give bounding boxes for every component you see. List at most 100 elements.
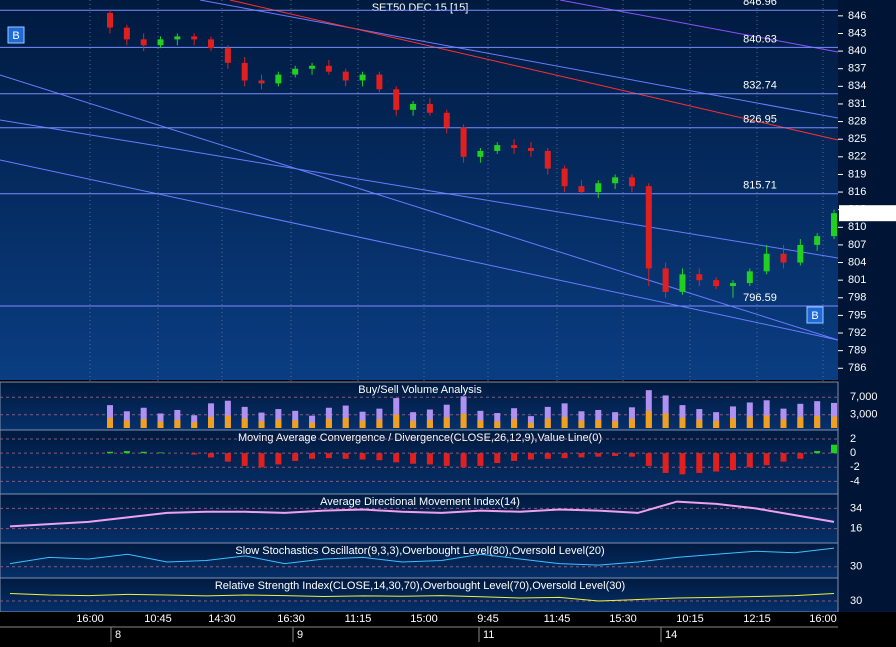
x-tick-label: 10:15 (676, 613, 704, 625)
volume-bar (410, 412, 417, 428)
level-label: 796.59 (743, 292, 777, 304)
macd-bar (123, 451, 130, 454)
x-tick-label: 11:45 (544, 613, 571, 625)
chart-title: SET50 DEC 15 [15] (372, 2, 469, 14)
stoch-line (9, 547, 835, 566)
macd-bar (527, 453, 534, 460)
macd-bar (595, 453, 602, 457)
volume-bar (527, 416, 534, 428)
volume-bar-sell (460, 413, 467, 428)
volume-bar-sell (309, 422, 316, 428)
candle-body (191, 36, 198, 40)
candle-body (376, 74, 383, 90)
volume-bar (208, 403, 215, 428)
volume-bar-sell (140, 418, 147, 428)
volume-bar-sell (780, 419, 787, 428)
volume-bar-sell (191, 422, 198, 428)
volume-bar-sell (426, 419, 433, 428)
volume-bar (561, 403, 568, 428)
volume-bar (628, 407, 635, 428)
volume-bar (780, 408, 787, 428)
volume-bar-sell (595, 419, 602, 428)
volume-bar (679, 405, 686, 428)
candle-body (662, 268, 669, 292)
macd-bar (325, 453, 332, 459)
macd-tick-label: 0 (850, 447, 856, 459)
volume-bar-sell (679, 417, 686, 428)
macd-bar (612, 453, 619, 456)
volume-bar (376, 408, 383, 428)
volume-bar (662, 395, 669, 428)
volume-bar (578, 411, 585, 428)
volume-bar (713, 412, 720, 428)
adx-tick-label: 16 (850, 523, 862, 535)
candle-body (696, 274, 703, 281)
adx-line (9, 500, 835, 528)
volume-bar-sell (410, 420, 417, 428)
candle-body (410, 103, 417, 110)
volume-bar (258, 412, 265, 428)
last-price-box (839, 205, 896, 222)
macd-bar (494, 453, 501, 464)
candle-body (208, 39, 215, 49)
y-tick-label: 846 (848, 10, 866, 22)
macd-bar (746, 453, 753, 468)
macd-bar (393, 453, 400, 463)
volume-bar (460, 396, 467, 428)
volume-bar-sell (174, 419, 181, 428)
volume-bar-sell (645, 410, 652, 428)
y-tick-label: 804 (848, 256, 866, 268)
candle-body (443, 112, 450, 128)
volume-bar (696, 409, 703, 428)
volume-bar-sell (729, 418, 736, 428)
macd-bar (578, 453, 585, 458)
volume-bar (814, 401, 821, 428)
candle-body (241, 62, 248, 81)
volume-bar-sell (393, 414, 400, 428)
candle-body (393, 89, 400, 110)
candle-body (645, 186, 652, 269)
candle-body (527, 148, 534, 151)
y-tick-label: 816 (848, 186, 866, 198)
macd-bar (797, 453, 804, 459)
volume-bar-sell (814, 415, 821, 428)
candle-body (494, 145, 501, 151)
adx-title: Average Directional Movement Index(14) (320, 496, 520, 508)
volume-bar (325, 407, 332, 428)
volume-bar-sell (544, 418, 551, 428)
y-tick-label: 810 (848, 221, 866, 233)
macd-bar (241, 453, 248, 466)
candle-body (544, 150, 551, 169)
x-tick-label: 15:00 (410, 613, 438, 625)
volume-bar (831, 402, 837, 428)
volume-title: Buy/Sell Volume Analysis (358, 384, 482, 396)
signal-label: B (811, 310, 818, 322)
volume-bar (595, 409, 602, 428)
candle-body (123, 27, 130, 40)
volume-bar (612, 412, 619, 428)
candle-body (679, 274, 686, 292)
volume-bar-sell (157, 421, 164, 428)
level-label: 840.63 (743, 33, 777, 45)
x-tick-label: 14:30 (208, 613, 236, 625)
candle-body (258, 80, 265, 84)
volume-bar-sell (292, 420, 299, 428)
level-label: 832.74 (743, 80, 777, 92)
volume-bar-sell (527, 422, 534, 428)
macd-bar (376, 453, 383, 461)
adx-tick-label: 34 (850, 502, 862, 514)
volume-bar-sell (477, 420, 484, 428)
volume-bar (140, 407, 147, 428)
x-tick-label: 16:00 (809, 613, 837, 625)
macd-bar (107, 451, 113, 454)
y-tick-label: 801 (848, 274, 866, 286)
candle-body (157, 39, 164, 46)
stoch-title: Slow Stochastics Oscillator(9,3,3),Overb… (235, 545, 604, 557)
date-label: 14 (665, 629, 677, 641)
macd-tick-label: -2 (850, 461, 860, 473)
volume-bar (393, 398, 400, 428)
volume-bar (292, 410, 299, 428)
macd-bar (443, 453, 450, 466)
macd-bar (696, 453, 703, 473)
